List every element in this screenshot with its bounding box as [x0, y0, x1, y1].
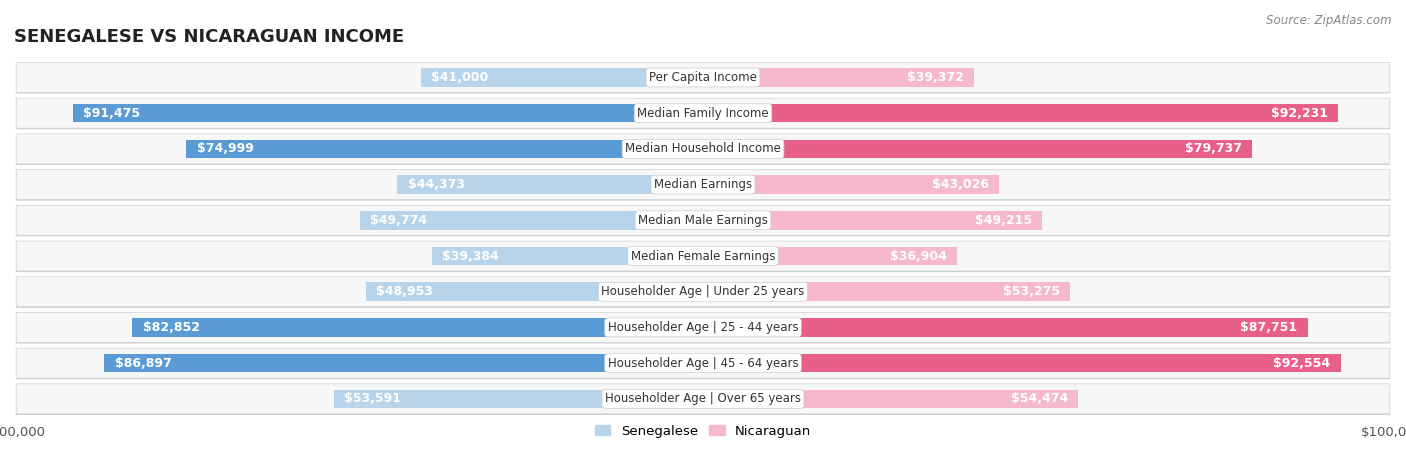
Bar — [420, 68, 703, 87]
Bar — [703, 140, 1253, 158]
Text: Householder Age | Under 25 years: Householder Age | Under 25 years — [602, 285, 804, 298]
Text: $53,591: $53,591 — [344, 392, 401, 405]
Text: $92,554: $92,554 — [1274, 357, 1330, 370]
Text: $36,904: $36,904 — [890, 249, 946, 262]
Text: $53,275: $53,275 — [1002, 285, 1060, 298]
Bar — [104, 354, 703, 373]
Bar — [703, 175, 1000, 194]
Text: Householder Age | 45 - 64 years: Householder Age | 45 - 64 years — [607, 357, 799, 370]
FancyBboxPatch shape — [15, 64, 1391, 93]
FancyBboxPatch shape — [15, 170, 1391, 199]
FancyBboxPatch shape — [15, 313, 1391, 344]
Text: $79,737: $79,737 — [1185, 142, 1241, 156]
Bar — [703, 104, 1339, 122]
Legend: Senegalese, Nicaraguan: Senegalese, Nicaraguan — [589, 419, 817, 443]
Text: $74,999: $74,999 — [197, 142, 253, 156]
Bar — [703, 283, 1070, 301]
FancyBboxPatch shape — [15, 135, 1391, 165]
Text: $49,215: $49,215 — [974, 214, 1032, 227]
FancyBboxPatch shape — [15, 385, 1391, 415]
Text: SENEGALESE VS NICARAGUAN INCOME: SENEGALESE VS NICARAGUAN INCOME — [14, 28, 404, 46]
Text: $82,852: $82,852 — [142, 321, 200, 334]
Text: $44,373: $44,373 — [408, 178, 464, 191]
Bar — [703, 389, 1078, 408]
Bar — [360, 211, 703, 230]
FancyBboxPatch shape — [15, 98, 1391, 128]
Text: $86,897: $86,897 — [115, 357, 172, 370]
Bar — [366, 283, 703, 301]
Bar — [187, 140, 703, 158]
Text: $41,000: $41,000 — [430, 71, 488, 84]
Text: $54,474: $54,474 — [1011, 392, 1069, 405]
Text: Median Male Earnings: Median Male Earnings — [638, 214, 768, 227]
FancyBboxPatch shape — [15, 99, 1391, 129]
Bar — [132, 318, 703, 337]
Bar — [703, 68, 974, 87]
Bar — [73, 104, 703, 122]
Bar — [432, 247, 703, 265]
Text: Householder Age | Over 65 years: Householder Age | Over 65 years — [605, 392, 801, 405]
Text: Median Household Income: Median Household Income — [626, 142, 780, 156]
Text: $39,372: $39,372 — [907, 71, 965, 84]
FancyBboxPatch shape — [15, 242, 1391, 272]
Bar — [333, 389, 703, 408]
Text: $92,231: $92,231 — [1271, 106, 1329, 120]
Text: $39,384: $39,384 — [441, 249, 499, 262]
FancyBboxPatch shape — [15, 312, 1391, 342]
FancyBboxPatch shape — [15, 384, 1391, 414]
FancyBboxPatch shape — [15, 205, 1391, 235]
Bar — [703, 247, 957, 265]
FancyBboxPatch shape — [15, 241, 1391, 271]
FancyBboxPatch shape — [15, 134, 1391, 164]
Text: Median Earnings: Median Earnings — [654, 178, 752, 191]
Text: Per Capita Income: Per Capita Income — [650, 71, 756, 84]
Text: Median Family Income: Median Family Income — [637, 106, 769, 120]
Bar — [398, 175, 703, 194]
Text: $87,751: $87,751 — [1240, 321, 1298, 334]
FancyBboxPatch shape — [15, 170, 1391, 201]
FancyBboxPatch shape — [15, 63, 1391, 92]
Text: Median Female Earnings: Median Female Earnings — [631, 249, 775, 262]
Bar — [703, 354, 1341, 373]
Text: Source: ZipAtlas.com: Source: ZipAtlas.com — [1267, 14, 1392, 27]
Text: Householder Age | 25 - 44 years: Householder Age | 25 - 44 years — [607, 321, 799, 334]
Text: $49,774: $49,774 — [370, 214, 427, 227]
FancyBboxPatch shape — [15, 349, 1391, 379]
Bar — [703, 211, 1042, 230]
Text: $48,953: $48,953 — [375, 285, 433, 298]
Text: $43,026: $43,026 — [932, 178, 988, 191]
FancyBboxPatch shape — [15, 348, 1391, 378]
Bar — [703, 318, 1308, 337]
FancyBboxPatch shape — [15, 206, 1391, 236]
FancyBboxPatch shape — [15, 278, 1391, 308]
Text: $91,475: $91,475 — [83, 106, 141, 120]
FancyBboxPatch shape — [15, 277, 1391, 307]
